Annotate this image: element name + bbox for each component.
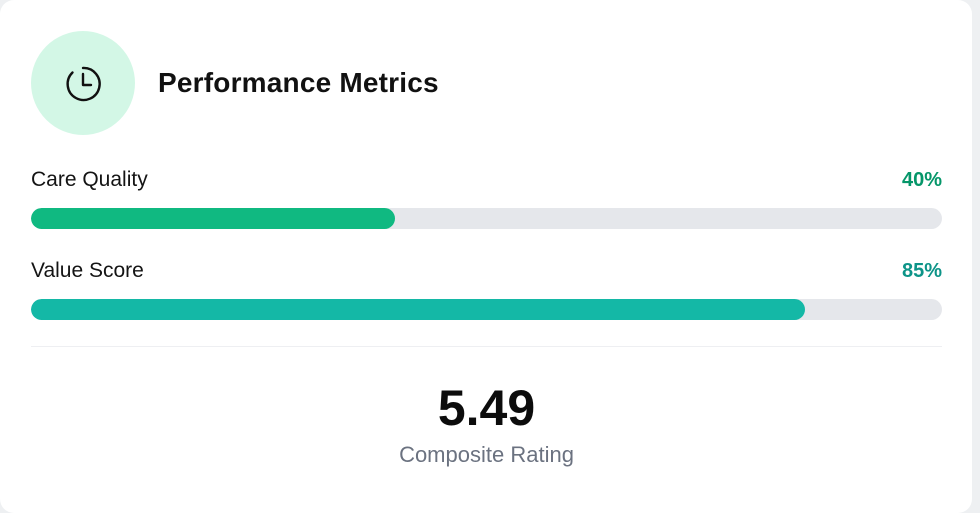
divider bbox=[31, 346, 942, 347]
metric-percent: 40% bbox=[901, 169, 942, 191]
composite-rating: 5.49 Composite Rating bbox=[31, 378, 942, 468]
metric-percent: 85% bbox=[901, 260, 942, 282]
metric-label: Value Score bbox=[31, 259, 144, 282]
composite-label: Composite Rating bbox=[399, 442, 574, 467]
card-header: Performance Metrics bbox=[31, 31, 439, 135]
metric-value-score: Value Score 85% bbox=[31, 259, 942, 320]
card-title: Performance Metrics bbox=[158, 67, 439, 98]
progress-fill bbox=[31, 299, 806, 320]
progress-fill bbox=[31, 208, 396, 229]
icon-badge bbox=[31, 31, 135, 135]
metric-care-quality: Care Quality 40% bbox=[31, 168, 942, 229]
composite-value: 5.49 bbox=[437, 380, 536, 436]
clock-icon bbox=[66, 66, 101, 102]
progress-track bbox=[31, 208, 942, 229]
metric-label: Care Quality bbox=[31, 168, 148, 191]
progress-track bbox=[31, 299, 942, 320]
